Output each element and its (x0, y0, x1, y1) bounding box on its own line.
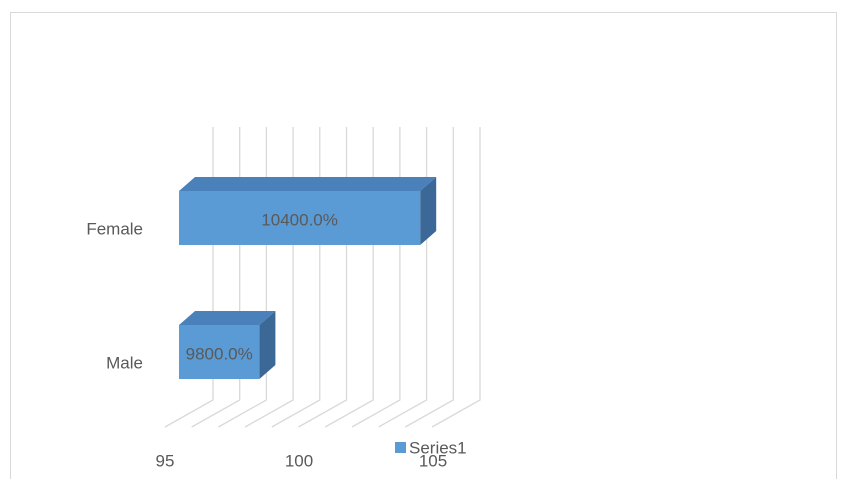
bar-front (179, 191, 421, 245)
bar (179, 311, 276, 379)
bar-front (179, 325, 260, 379)
value-label: 10400.0% (261, 210, 338, 229)
x-tick-label: 95 (156, 451, 175, 470)
bar-top (179, 177, 437, 191)
bar (179, 177, 437, 245)
value-label: 9800.0% (186, 344, 253, 363)
bar-side (420, 177, 437, 245)
y-tick-label: Male (106, 353, 143, 372)
legend-label: Series1 (409, 438, 467, 457)
chart-frame (10, 12, 837, 484)
y-tick-label: Female (86, 219, 143, 238)
grid-line (431, 127, 481, 428)
bar-side (259, 311, 276, 379)
x-tick-label: 105 (419, 451, 447, 470)
bar-top (179, 311, 276, 325)
x-tick-label: 100 (285, 451, 313, 470)
legend-swatch (395, 442, 406, 453)
grid-line (404, 127, 454, 428)
